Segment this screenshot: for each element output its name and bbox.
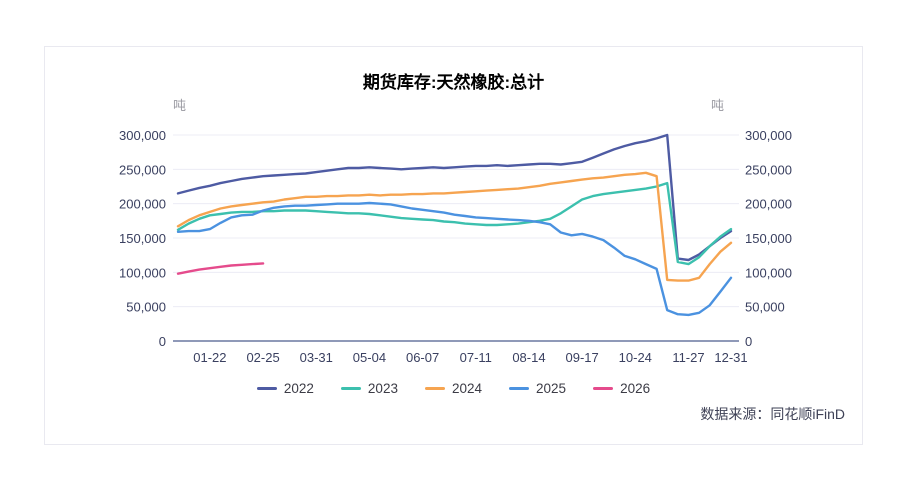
inventory-line-chart: 0 0 50,000 50,000 100,000 100,000 150,000 150,0… — [119, 128, 792, 365]
data-source-text: 数据来源：同花顺iFinD — [700, 406, 845, 422]
legend-label: 2026 — [620, 381, 651, 396]
y-axis-tick-label-right: 50,000 — [745, 300, 785, 315]
legend-swatch — [256, 386, 277, 391]
series-line-2026 — [176, 262, 265, 275]
legend-label: 2024 — [451, 381, 483, 396]
legend-swatch — [509, 386, 530, 391]
x-axis-tick-label: 03-31 — [300, 350, 333, 365]
x-axis-tick-label: 02-25 — [246, 350, 279, 365]
x-axis-tick-label: 05-04 — [353, 350, 386, 365]
legend-swatch — [340, 386, 361, 391]
y-axis-tick-label-left: 0 — [159, 334, 166, 349]
series-line-2022 — [176, 133, 733, 262]
legend-item-2023[interactable]: 2023 — [340, 381, 398, 396]
x-axis-tick-label: 06-07 — [406, 350, 439, 365]
y-axis-tick-label-left: 100,000 — [119, 265, 166, 280]
y-axis-tick-label-left: 50,000 — [126, 300, 166, 315]
x-axis-tick-label: 07-11 — [460, 350, 492, 365]
y-axis-tick-label-right: 100,000 — [745, 265, 792, 280]
y-axis-tick-label-right: 200,000 — [745, 197, 792, 212]
legend: 2022 2023 2024 2025 2026 — [45, 381, 862, 396]
y-axis-tick-label-left: 250,000 — [119, 162, 166, 177]
x-axis-tick-label: 01-22 — [193, 350, 226, 365]
y-axis-tick-label-right: 0 — [745, 334, 752, 349]
x-axis-tick-label: 09-17 — [565, 350, 598, 365]
x-axis-tick-label: 11-27 — [672, 350, 704, 365]
unit-label-right: 吨 — [711, 98, 725, 113]
legend-item-2024[interactable]: 2024 — [424, 381, 483, 396]
x-axis-tick-label: 10-24 — [619, 350, 652, 365]
x-axis-tick-label: 08-14 — [512, 350, 545, 365]
legend-item-2022[interactable]: 2022 — [256, 381, 314, 396]
chart-title: 期货库存:天然橡胶:总计 — [362, 73, 545, 92]
series-line-2025 — [176, 201, 733, 317]
legend-label: 2022 — [283, 381, 314, 396]
legend-swatch — [593, 386, 614, 391]
chart-card: 期货库存:天然橡胶:总计 吨 吨 0 0 50,000 50,000 100,000 10… — [44, 46, 863, 445]
y-axis-tick-label-right: 250,000 — [745, 162, 792, 177]
series-line-2023 — [176, 181, 733, 266]
y-axis-tick-label-left: 300,000 — [119, 128, 166, 143]
legend-item-2026[interactable]: 2026 — [593, 381, 650, 396]
legend-label: 2023 — [367, 381, 398, 396]
legend-item-2025[interactable]: 2025 — [509, 381, 566, 396]
y-axis-tick-label-right: 300,000 — [745, 128, 792, 143]
legend-label: 2025 — [536, 381, 567, 396]
series-line-2024 — [176, 171, 733, 282]
y-axis-tick-label-left: 200,000 — [119, 197, 166, 212]
unit-label-left: 吨 — [173, 98, 187, 113]
x-axis-tick-label: 12-31 — [714, 350, 747, 365]
legend-swatch — [424, 386, 445, 391]
y-axis-tick-label-right: 150,000 — [745, 231, 792, 246]
y-axis-tick-label-left: 150,000 — [119, 231, 166, 246]
